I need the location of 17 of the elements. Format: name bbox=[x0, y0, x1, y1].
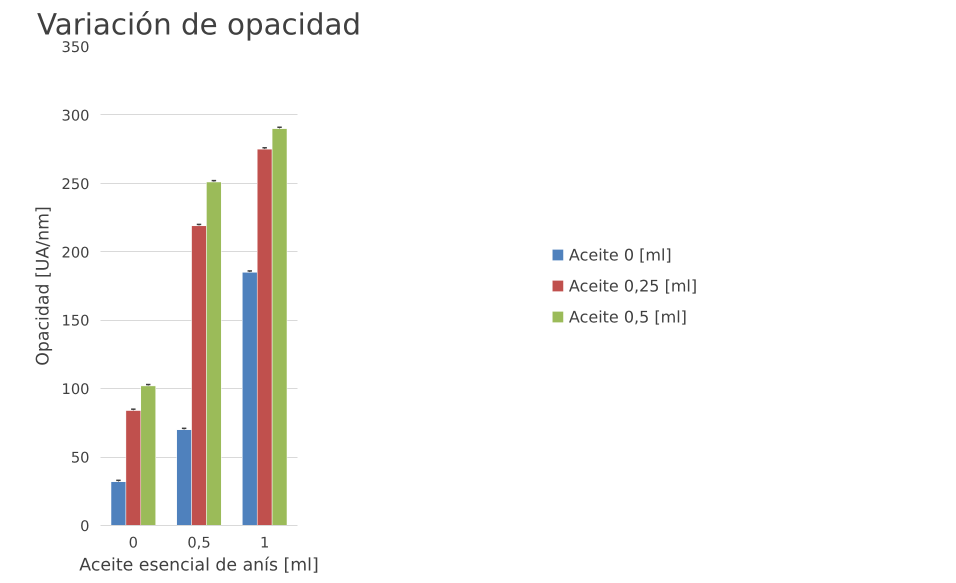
legend-label: Aceite 0 [ml] bbox=[568, 245, 672, 264]
y-tick-label: 200 bbox=[62, 244, 90, 262]
x-axis-title: Aceite esencial de anís [ml] bbox=[79, 556, 319, 576]
y-tick-label: 50 bbox=[70, 450, 90, 467]
y-tick-label: 300 bbox=[62, 107, 90, 124]
y-axis-title: Opacidad [UA/nm] bbox=[34, 206, 54, 366]
y-tick-label: 150 bbox=[62, 312, 90, 330]
legend-label: Aceite 0,5 [ml] bbox=[568, 307, 687, 326]
y-tick-label: 0 bbox=[80, 518, 90, 535]
x-tick-label: 0 bbox=[128, 534, 138, 552]
y-tick-label: 350 bbox=[62, 39, 90, 56]
x-tick-label: 1 bbox=[260, 534, 270, 552]
y-tick-label: 250 bbox=[62, 176, 90, 193]
legend-label: Aceite 0,25 [ml] bbox=[568, 276, 698, 295]
chart-title: Variación de opacidad bbox=[36, 8, 362, 42]
x-tick-label: 0,5 bbox=[187, 534, 211, 552]
y-tick-label: 100 bbox=[62, 381, 90, 398]
